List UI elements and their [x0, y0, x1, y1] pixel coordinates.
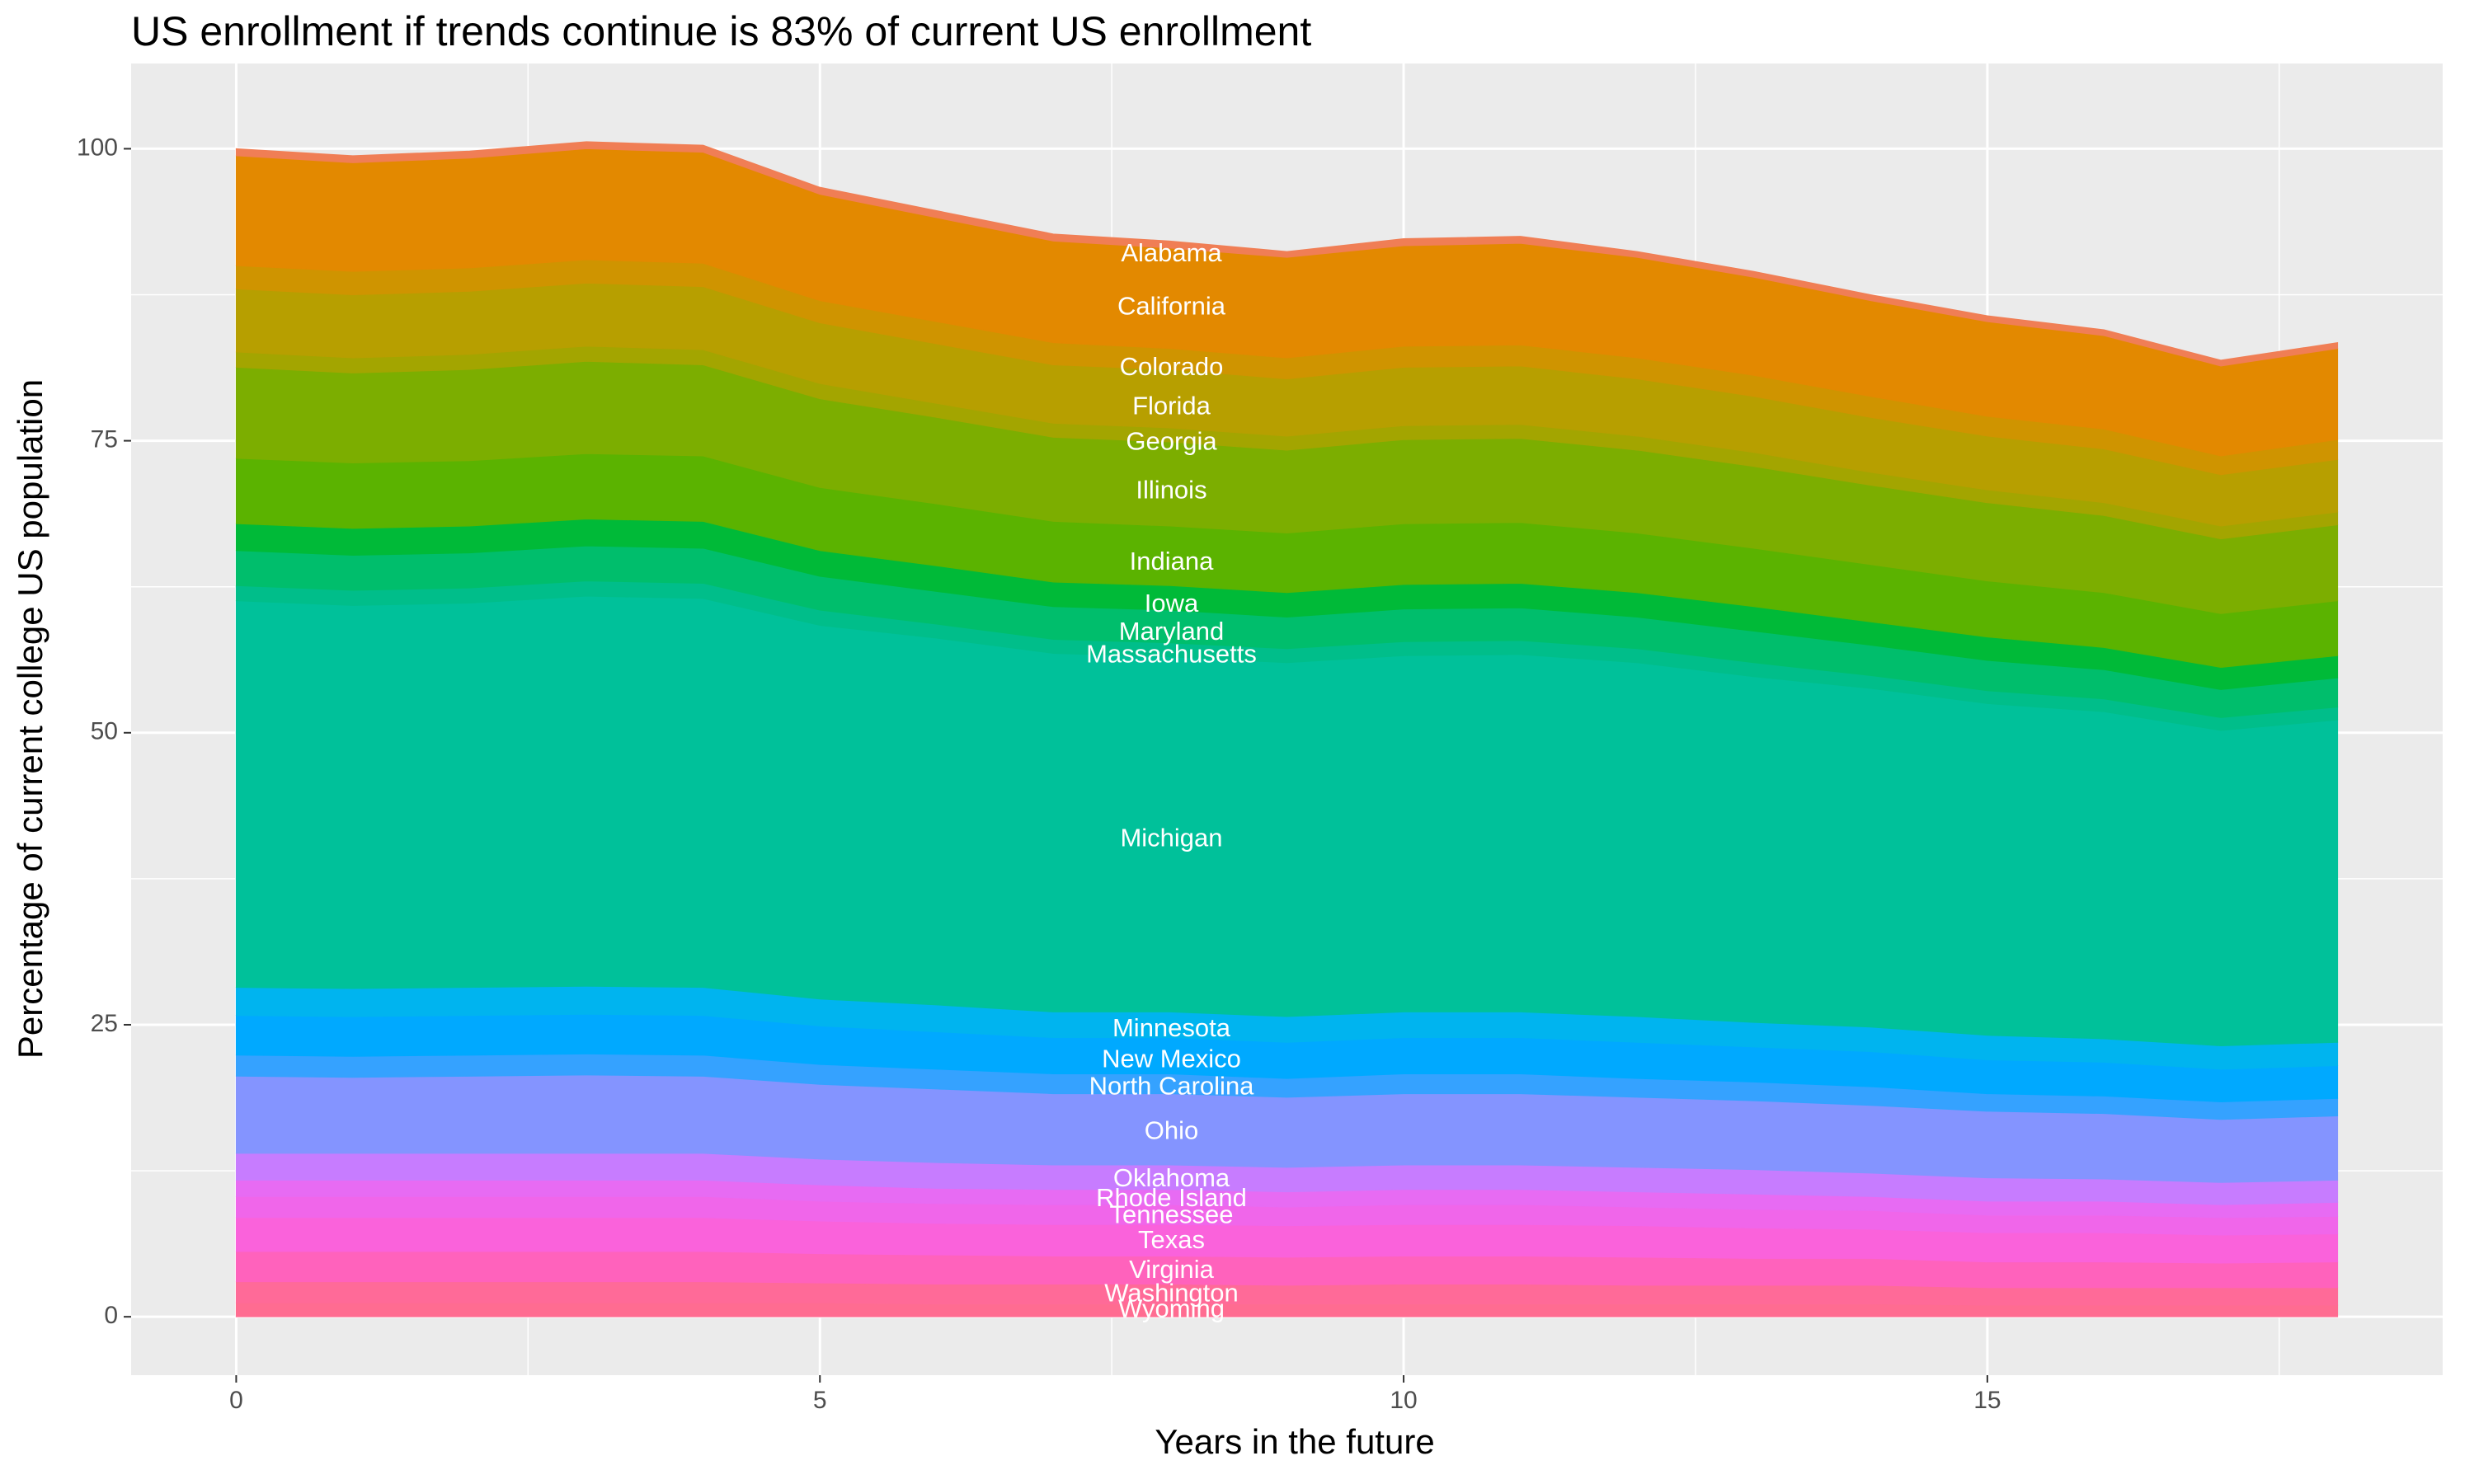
series-label: Wyoming	[1118, 1294, 1225, 1323]
series-label: California	[1117, 291, 1226, 320]
x-tick-label: 5	[813, 1387, 827, 1414]
x-tick-label: 0	[229, 1387, 243, 1414]
series-label: Alabama	[1121, 238, 1222, 267]
y-axis-label: Percentage of current college US populat…	[11, 379, 49, 1059]
series-label: Illinois	[1136, 475, 1206, 504]
series-label: Virginia	[1129, 1255, 1215, 1284]
x-tick-label: 15	[1973, 1387, 2001, 1414]
series-label: Rhode Island	[1096, 1183, 1247, 1212]
y-tick-label: 75	[91, 426, 118, 453]
series-label: Washington	[1104, 1278, 1239, 1307]
series-label: Michigan	[1120, 824, 1222, 852]
x-tick-label: 10	[1390, 1387, 1417, 1414]
y-tick-label: 50	[91, 718, 118, 745]
labels: WyomingWashingtonVirginiaTexasTennesseeR…	[1086, 238, 1257, 1323]
series-label: Georgia	[1126, 427, 1217, 456]
series-label: Minnesota	[1112, 1013, 1231, 1042]
series-label: New Mexico	[1102, 1044, 1241, 1073]
series-label: Maryland	[1119, 617, 1225, 646]
chart-title: US enrollment if trends continue is 83% …	[131, 8, 1311, 54]
axes: 0 5 10 15 0 25 50 75 100	[77, 134, 2001, 1414]
series-label: Colorado	[1120, 352, 1224, 381]
series-label: Iowa	[1145, 589, 1199, 618]
series-label: Indiana	[1130, 547, 1214, 575]
series-label: Tennessee	[1110, 1200, 1234, 1229]
area	[235, 141, 2339, 367]
x-axis-label: Years in the future	[1155, 1422, 1434, 1461]
y-tick-label: 100	[77, 134, 118, 161]
series-label: North Carolina	[1089, 1072, 1255, 1101]
y-tick-label: 25	[91, 1010, 118, 1037]
series-label: Texas	[1138, 1225, 1205, 1254]
series-label: Florida	[1132, 391, 1211, 420]
areas	[235, 141, 2339, 1317]
series-label: Ohio	[1145, 1116, 1198, 1145]
series-label: Massachusetts	[1086, 639, 1257, 668]
series-label: Oklahoma	[1113, 1163, 1230, 1192]
y-tick-label: 0	[104, 1302, 118, 1329]
